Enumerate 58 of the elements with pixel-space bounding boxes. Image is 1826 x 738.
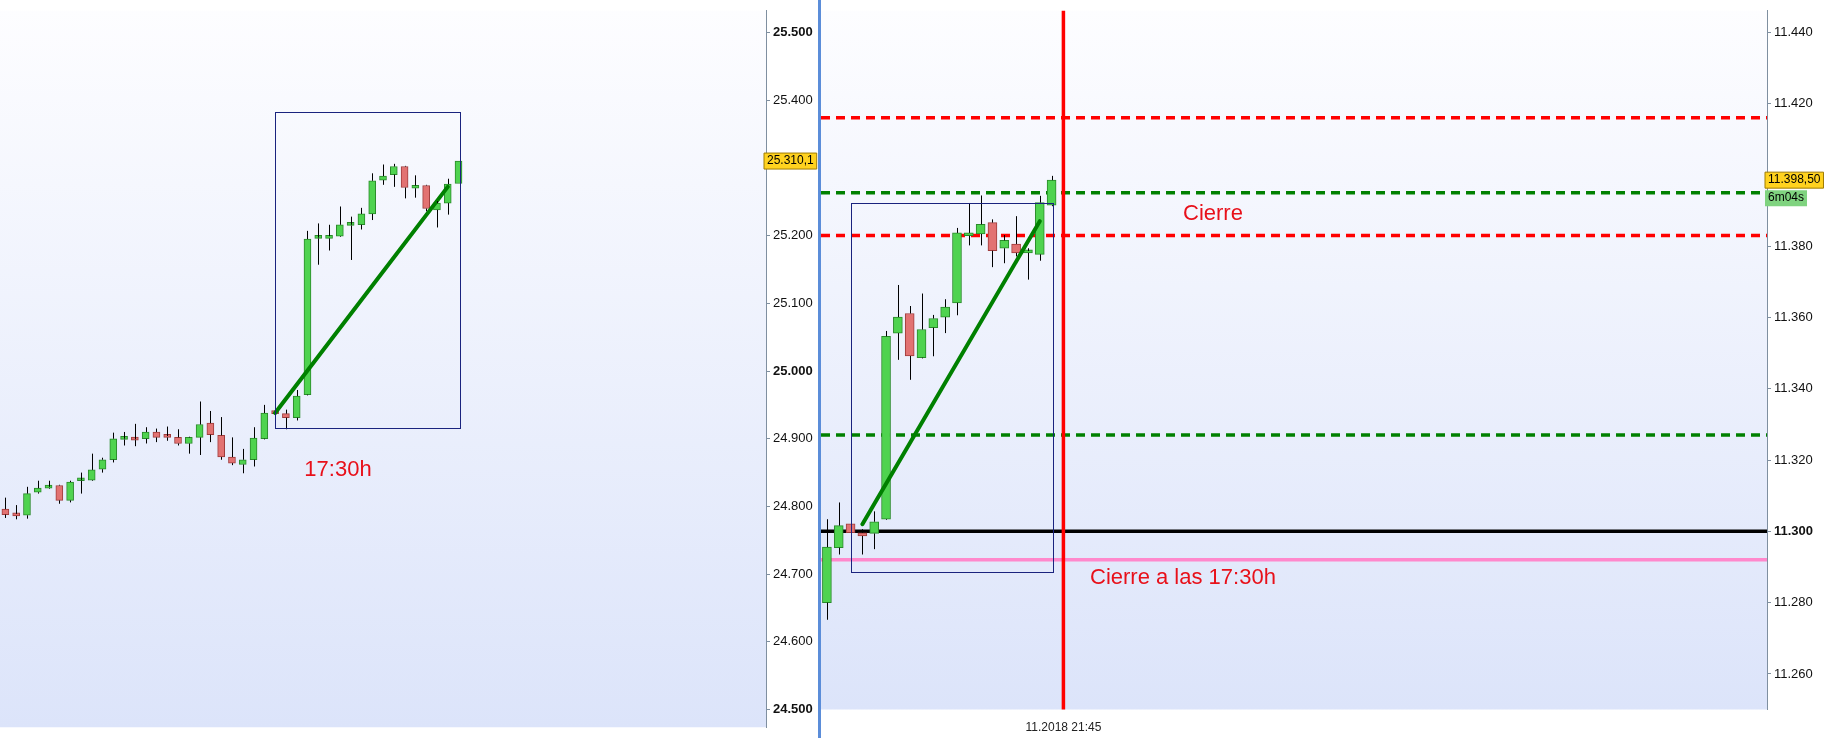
y-tick-label: 24.900 (773, 430, 813, 446)
candlestick (325, 224, 333, 251)
candlestick (928, 314, 939, 357)
ref-line-label: Cierre (1183, 199, 1243, 225)
text: 11.398,50 (1768, 172, 1821, 187)
candlestick (368, 172, 377, 221)
y-tick-label: 11.440 (1774, 23, 1813, 39)
annotation: 17:30h (304, 456, 372, 482)
y-tick-label: 25.000 (773, 362, 813, 378)
candlestick (411, 174, 420, 199)
candlestick (163, 426, 172, 442)
y-tick-label: 11.360 (1774, 308, 1813, 324)
y-tick-label: 24.700 (773, 565, 813, 581)
y-tick-label: 11.420 (1774, 95, 1813, 111)
candlestick (238, 448, 247, 474)
candlestick (87, 453, 96, 481)
candlestick (999, 234, 1010, 264)
candlestick (940, 298, 950, 334)
candlestick (916, 293, 927, 359)
y-tick-label: 25.100 (773, 294, 813, 310)
candlestick (77, 472, 85, 495)
candlestick (174, 428, 182, 447)
y-tick-label: 25.400 (773, 91, 813, 107)
text: 6m04s (1768, 190, 1805, 205)
y-tick-label: 24.500 (773, 701, 813, 717)
candlestick (55, 485, 64, 505)
candlestick (120, 431, 128, 447)
candlestick (400, 166, 409, 199)
y-tick-label: 25.500 (773, 24, 813, 40)
text: 25.310,1 (767, 153, 815, 168)
y-tick-label: 11.340 (1774, 380, 1813, 396)
candlestick (389, 163, 398, 188)
annotation: Cierre a las 17:30h (1090, 564, 1276, 590)
candlestick (904, 305, 915, 381)
x-tick-label: 11.2018 21:45 (1025, 720, 1102, 735)
candlestick (336, 205, 344, 237)
y-tick-label: 24.600 (773, 633, 813, 649)
candlestick (66, 481, 74, 503)
y-tick-label: 25.200 (773, 227, 813, 243)
y-tick-label: 11.300 (1774, 522, 1814, 538)
candlestick (195, 401, 204, 456)
candlestick (44, 480, 53, 489)
candlestick (987, 218, 998, 268)
candlestick (881, 330, 891, 520)
y-tick-label: 11.320 (1774, 451, 1813, 467)
candlestick (33, 480, 42, 493)
candlestick (963, 202, 974, 246)
candlestick (314, 222, 323, 266)
candlestick (1011, 215, 1021, 257)
y-tick-label: 11.260 (1774, 665, 1813, 681)
candlestick (952, 227, 962, 316)
candlestick (217, 416, 225, 461)
y-tick-label: 24.800 (773, 498, 813, 514)
y-tick-label: 11.380 (1774, 237, 1813, 253)
y-tick-label: 11.280 (1774, 594, 1813, 610)
candlestick (98, 457, 107, 474)
candlestick (184, 437, 193, 455)
candlestick (893, 284, 903, 361)
